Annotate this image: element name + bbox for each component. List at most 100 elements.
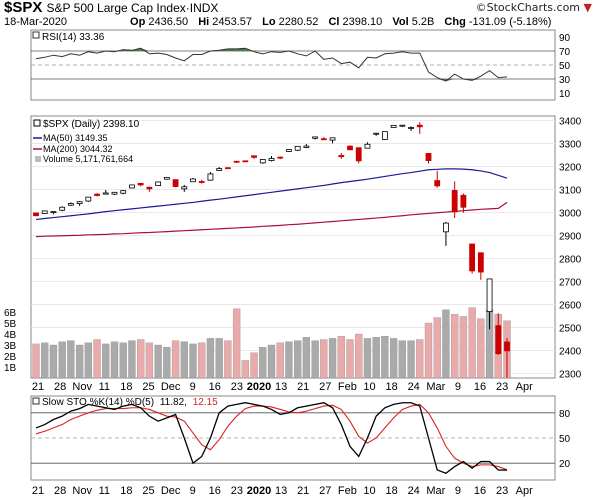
candle bbox=[242, 160, 249, 163]
volume-bar bbox=[372, 337, 380, 379]
candle-body bbox=[477, 252, 484, 273]
candle-body bbox=[303, 145, 310, 148]
volume-bar bbox=[398, 340, 406, 379]
price-tick-label: 3000 bbox=[559, 209, 582, 220]
candle bbox=[181, 184, 188, 192]
volume-bar bbox=[128, 340, 136, 379]
volume-bar bbox=[363, 338, 372, 379]
candle-body bbox=[207, 173, 214, 181]
candle-body bbox=[451, 190, 458, 213]
watermark: ©StockCharts.com ▼ bbox=[476, 1, 592, 14]
candle-body bbox=[216, 168, 223, 171]
price-frame bbox=[30, 115, 556, 379]
date-tick-label: Apr bbox=[516, 381, 533, 393]
candle-body bbox=[469, 243, 476, 272]
date-tick-label: 21 bbox=[297, 381, 309, 393]
volume-bar bbox=[232, 308, 241, 379]
price-tick-label: 2700 bbox=[559, 277, 582, 288]
candle bbox=[408, 126, 414, 131]
date-tick-label: 21 bbox=[32, 381, 44, 393]
date-tick-label: 23 bbox=[496, 485, 508, 497]
candle bbox=[190, 178, 196, 183]
candle-body bbox=[102, 192, 109, 195]
price-tick-label: 2800 bbox=[559, 254, 582, 265]
sto-legend-box bbox=[32, 397, 40, 405]
candle-body bbox=[251, 155, 257, 158]
date-tick-label: 2020 bbox=[247, 381, 271, 393]
candle bbox=[320, 136, 327, 141]
date-tick-label: Dec bbox=[161, 381, 181, 393]
candle-body bbox=[233, 160, 240, 163]
candle-body bbox=[277, 156, 284, 159]
date-tick-label: 27 bbox=[319, 485, 331, 497]
candle-body bbox=[381, 131, 388, 140]
volume-bar bbox=[337, 336, 345, 379]
quote-date: 18-Mar-2020 bbox=[4, 16, 67, 28]
date-axis-bottom: 21 28 Nov 11 18 25 Dec 9 16 23 2020 13 21 27 Feb 10 18 24… bbox=[32, 485, 533, 497]
candle bbox=[59, 206, 66, 212]
volume-bar bbox=[285, 341, 293, 379]
candle bbox=[355, 147, 362, 164]
legend-volume-swatch bbox=[35, 156, 41, 162]
candle-body bbox=[111, 191, 118, 195]
volume-bar bbox=[198, 342, 206, 379]
date-tick-label: 9 bbox=[455, 381, 461, 393]
candle-body bbox=[224, 167, 231, 170]
date-tick-label: 10 bbox=[363, 485, 375, 497]
date-tick-label: 25 bbox=[142, 485, 154, 497]
candle bbox=[94, 193, 100, 197]
date-tick-label: 16 bbox=[209, 485, 221, 497]
price-tick-label: 2600 bbox=[559, 300, 582, 311]
candle bbox=[163, 176, 170, 180]
volume-bar bbox=[346, 339, 354, 379]
volume-bar bbox=[49, 344, 58, 379]
date-tick-label: Feb bbox=[338, 381, 357, 393]
rsi-overbought-fill bbox=[140, 48, 150, 51]
date-tick-label: 11 bbox=[99, 381, 110, 393]
date-tick-label: 28 bbox=[54, 485, 66, 497]
volume-bar bbox=[84, 342, 92, 379]
candle bbox=[460, 193, 467, 213]
volume-bar bbox=[180, 341, 188, 379]
volume-bar bbox=[451, 314, 459, 379]
rsi-legend: RSI(14) 33.36 bbox=[42, 32, 105, 43]
date-tick-label: Mar bbox=[426, 485, 445, 497]
volume-bar bbox=[294, 340, 302, 379]
candle-body bbox=[294, 145, 301, 151]
volume-bar bbox=[424, 322, 433, 379]
candle bbox=[286, 149, 292, 153]
rsi-tick-label: 30 bbox=[559, 75, 571, 86]
candle-body bbox=[373, 132, 380, 135]
volume-bar bbox=[102, 343, 110, 379]
candle-body bbox=[320, 138, 327, 141]
candle bbox=[41, 210, 48, 214]
candle bbox=[33, 212, 39, 217]
date-tick-label: 24 bbox=[408, 485, 420, 497]
candle-body bbox=[181, 186, 188, 190]
candle bbox=[76, 201, 83, 206]
candle bbox=[111, 191, 118, 196]
volume-bar bbox=[250, 352, 258, 379]
candle bbox=[381, 131, 388, 140]
symbol: $SPX bbox=[4, 0, 43, 16]
date-tick-label: 9 bbox=[455, 485, 461, 497]
volume-bar bbox=[215, 338, 223, 379]
sto-tick-label: 20 bbox=[559, 459, 571, 470]
candle bbox=[338, 153, 345, 159]
volume-bar bbox=[311, 340, 319, 379]
close-label: Cl bbox=[328, 16, 340, 28]
candle-body bbox=[486, 278, 493, 312]
date-tick-label: 24 bbox=[408, 381, 420, 393]
legend-volume: Volume 5,171,761,664 bbox=[43, 154, 133, 164]
candle-body bbox=[155, 181, 162, 187]
date-tick-label: 9 bbox=[190, 381, 196, 393]
exchange-sep: · bbox=[185, 1, 190, 15]
candle bbox=[155, 181, 162, 187]
volume-tick-label: 1B bbox=[4, 363, 17, 374]
candle bbox=[434, 170, 441, 188]
candle-body bbox=[146, 186, 153, 190]
volume-label: Vol bbox=[392, 16, 409, 28]
volume-bar bbox=[137, 339, 145, 379]
volume-bar bbox=[163, 347, 171, 379]
